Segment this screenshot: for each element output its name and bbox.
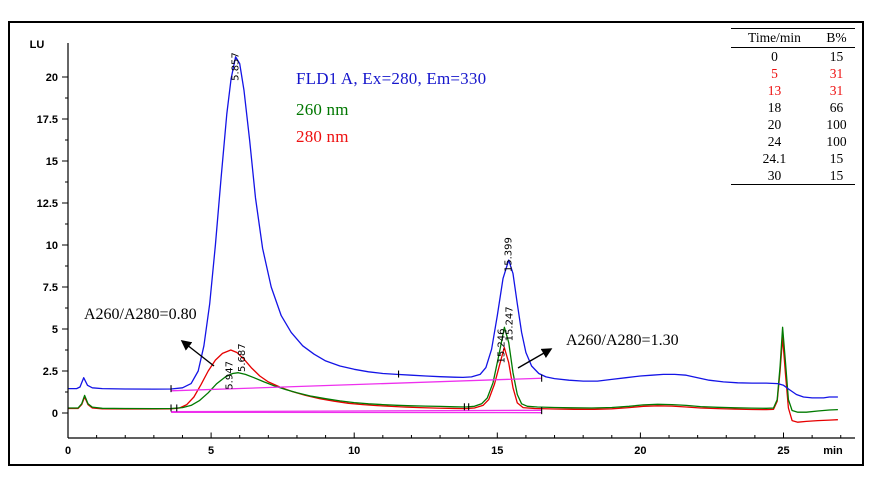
peak-retention-label: 15.246 xyxy=(496,328,507,363)
baseline-segment xyxy=(171,377,542,392)
x-axis-unit-label: min xyxy=(823,445,843,457)
gradient-table-cell: 31 xyxy=(829,83,844,98)
x-tick-label: 15 xyxy=(491,445,503,457)
gradient-table: Time/min B% 0 15 5 31 13 31 18 66 20 100 24 100 24.1… xyxy=(731,28,855,185)
baseline-segment xyxy=(171,409,542,413)
gradient-table-cell: 66 xyxy=(829,100,844,115)
gradient-table-header-row: Time/min B% xyxy=(731,28,855,48)
figure-border xyxy=(8,21,864,466)
gradient-table-cell: 31 xyxy=(829,66,844,81)
peak-retention-label: 15.247 xyxy=(504,306,515,341)
y-tick-label: 12.5 xyxy=(37,198,58,210)
y-tick-label: 15 xyxy=(46,156,58,168)
gradient-table-row: 5 31 xyxy=(731,65,855,82)
y-tick-label: 5 xyxy=(52,324,58,336)
gradient-table-cell: 20 xyxy=(767,117,782,132)
tick-group xyxy=(62,76,842,438)
gradient-table-row: 24.1 15 xyxy=(731,150,855,167)
legend-260nm-label: 260 nm xyxy=(296,100,349,119)
gradient-table-cell: 13 xyxy=(767,83,782,98)
y-tick-label: 10 xyxy=(46,240,58,252)
gradient-table-cell: 15 xyxy=(829,49,844,64)
x-tick-label: 20 xyxy=(634,445,646,457)
y-tick-label: 17.5 xyxy=(37,114,58,126)
legend-fld-label: FLD1 A, Ex=280, Em=330 xyxy=(296,69,487,88)
gradient-table-cell: 100 xyxy=(826,134,847,149)
gradient-table-cell: 30 xyxy=(731,167,818,185)
baseline-group xyxy=(171,377,542,414)
peak-retention-label: 5.947 xyxy=(224,361,235,390)
ratio-left-arrow xyxy=(180,340,215,367)
gradient-table-cell: 15 xyxy=(817,167,855,185)
gradient-table-row: 18 66 xyxy=(731,99,855,116)
gradient-table-header-time: Time/min xyxy=(731,28,818,48)
trace-fld1-a-ex-280-em-330 xyxy=(68,56,838,399)
x-tick-label: 5 xyxy=(208,445,214,457)
gradient-table-cell: 100 xyxy=(826,117,847,132)
gradient-table-cell: 15 xyxy=(829,151,844,166)
y-axis-unit-label: LU xyxy=(30,39,45,51)
gradient-table-cell: 24 xyxy=(767,134,782,149)
y-tick-label: 7.5 xyxy=(43,282,58,294)
y-tick-label: 0 xyxy=(52,408,58,420)
y-tick-label: 2.5 xyxy=(43,366,58,378)
integration-mark-group xyxy=(170,370,543,415)
gradient-table-cell: 5 xyxy=(771,66,778,81)
trace-280-nm xyxy=(68,336,838,423)
x-tick-label: 0 xyxy=(65,445,71,457)
gradient-table-row: 13 31 xyxy=(731,82,855,99)
trace-group xyxy=(68,56,838,423)
peak-retention-label: 5.687 xyxy=(237,343,248,372)
ratio-annotation-right: A260/A280=1.30 xyxy=(566,332,679,349)
gradient-table-row: 0 15 xyxy=(731,48,855,66)
gradient-table-row: 20 100 xyxy=(731,116,855,133)
tick-label-group: 0 5 10 15 20 25 0 2.5 5 7.5 10 12.5 15 17.5 20 xyxy=(37,72,790,457)
ratio-annotation-left: A260/A280=0.80 xyxy=(84,306,197,323)
gradient-table-header-b: B% xyxy=(817,28,855,48)
legend-280nm-label: 280 nm xyxy=(296,127,349,146)
gradient-table-row: 24 100 xyxy=(731,133,855,150)
gradient-table-cell: 24.1 xyxy=(762,151,787,166)
y-tick-label: 20 xyxy=(46,72,58,84)
x-tick-label: 25 xyxy=(777,445,789,457)
gradient-table-cell: 0 xyxy=(771,49,778,64)
ratio-right-arrow xyxy=(517,348,553,369)
trace-260-nm xyxy=(68,326,838,413)
peak-retention-label: 15.399 xyxy=(504,237,515,272)
x-tick-label: 10 xyxy=(348,445,360,457)
gradient-table-cell: 18 xyxy=(767,100,782,115)
peak-retention-label: 5.857 xyxy=(231,52,242,81)
gradient-table-row: 30 15 xyxy=(731,167,855,185)
